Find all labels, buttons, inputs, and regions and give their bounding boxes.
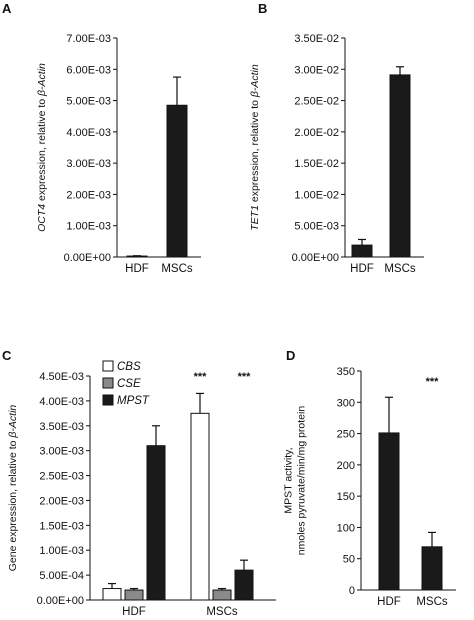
significance-label: ***	[194, 371, 208, 383]
significance-label: ***	[238, 371, 252, 383]
y-tick-label: 50	[343, 554, 355, 566]
legend-label: CSE	[117, 378, 141, 390]
y-tick-label: 4.00E-03	[66, 127, 111, 139]
legend-label: MPST	[117, 395, 150, 407]
legend-swatch	[102, 394, 114, 406]
bar	[351, 244, 373, 258]
x-tick-label: MSCs	[161, 263, 193, 275]
x-tick-label: MSCs	[384, 263, 416, 275]
y-tick-label: 5.00E-04	[39, 570, 84, 582]
panel-letter: C	[2, 348, 12, 363]
y-tick-label: 3.50E-02	[294, 33, 339, 45]
y-tick-label: 0.00E+00	[64, 252, 111, 264]
y-tick-label: 2.50E-02	[294, 96, 339, 108]
x-tick-label: MSCs	[206, 606, 238, 618]
y-tick-label: 2.00E-03	[39, 495, 84, 507]
y-axis-title: nmoles pyruvate/min/mg protein	[296, 406, 308, 556]
bar	[146, 445, 166, 601]
y-tick-label: 3.50E-03	[39, 421, 84, 433]
y-axis-title: OCT4 expression, relative to β-Actin	[36, 63, 48, 232]
bar	[234, 569, 254, 601]
y-tick-label: 1.00E-03	[66, 221, 111, 233]
panel-b: B 0.00E+00 5.00E-03 1.00E-02 1.50E-02 2.00E-0…	[249, 1, 424, 275]
y-axis-title: TET1 expression, relative to β-Actin	[249, 64, 261, 231]
y-axis-title-gene: TET1	[249, 205, 261, 231]
y-tick-label: 7.00E-03	[66, 33, 111, 45]
panel-letter: B	[258, 1, 267, 16]
y-tick-label: 1.00E-02	[294, 189, 339, 201]
y-tick-label: 100	[337, 522, 355, 534]
y-tick-label: 3.00E-02	[294, 64, 339, 76]
y-tick-label: 5.00E-03	[294, 221, 339, 233]
bar	[389, 74, 411, 258]
panel-d: D 0 50 100 150 200 250 300 350 MPST activity, nmol…	[283, 348, 456, 608]
y-axis-title-ref: β-Actin	[7, 405, 19, 439]
legend-swatch	[102, 360, 114, 372]
y-axis-title-text: Gene expression, relative to	[7, 438, 19, 572]
y-tick-label: 2.50E-03	[39, 471, 84, 483]
y-tick-label: 6.00E-03	[66, 64, 111, 76]
y-axis-title: Gene expression, relative to β-Actin	[7, 405, 19, 572]
x-tick-label: HDF	[125, 263, 149, 275]
bar	[421, 546, 443, 591]
bar	[124, 589, 144, 601]
x-tick-label: HDF	[122, 606, 146, 618]
bar	[212, 589, 232, 601]
panel-letter: A	[2, 1, 12, 16]
y-tick-label: 3.00E-03	[66, 158, 111, 170]
y-tick-label: 1.50E-03	[39, 520, 84, 532]
y-tick-label: 1.50E-02	[294, 158, 339, 170]
y-tick-label: 0.00E+00	[37, 595, 84, 607]
y-tick-label: 1.00E-03	[39, 545, 84, 557]
x-tick-label: HDF	[377, 596, 401, 608]
y-tick-label: 350	[337, 366, 355, 378]
y-tick-label: 0.00E+00	[292, 252, 339, 264]
y-tick-label: 3.00E-03	[39, 446, 84, 458]
y-tick-label: 300	[337, 397, 355, 409]
y-tick-label: 2.00E-02	[294, 127, 339, 139]
bar	[190, 412, 210, 601]
legend-label: CBS	[117, 361, 141, 373]
y-tick-label: 2.00E-03	[66, 189, 111, 201]
bar	[102, 588, 122, 601]
y-axis-title-gene: OCT4	[36, 204, 48, 232]
y-tick-label: 200	[337, 460, 355, 472]
panel-a: A 0.00E+00 1.00E-03 2.00E-03 3.00E-03 4.00E-0…	[2, 1, 201, 275]
y-axis-title-ref: β-Actin	[36, 63, 48, 97]
significance-label: ***	[426, 376, 440, 388]
y-tick-label: 4.00E-03	[39, 396, 84, 408]
bar	[378, 432, 400, 591]
x-tick-label: MSCs	[416, 596, 448, 608]
y-axis-title: MPST activity,	[283, 447, 295, 513]
panel-letter: D	[286, 348, 295, 363]
y-tick-label: 5.00E-03	[66, 96, 111, 108]
y-tick-label: 4.50E-03	[39, 371, 84, 383]
y-axis-title-text: expression, relative to	[249, 97, 261, 205]
y-axis-title-text: expression, relative to	[36, 96, 48, 204]
legend-swatch	[102, 377, 114, 389]
panel-c: C 0.00E+00 5.00E-04 1.00E-03 1.50E-03 2.00E-0…	[2, 348, 276, 618]
y-tick-label: 250	[337, 429, 355, 441]
y-axis-title-ref: β-Actin	[249, 64, 261, 98]
x-tick-label: HDF	[350, 263, 374, 275]
bar	[166, 104, 188, 258]
y-tick-label: 150	[337, 491, 355, 503]
y-tick-label: 0	[349, 585, 355, 597]
